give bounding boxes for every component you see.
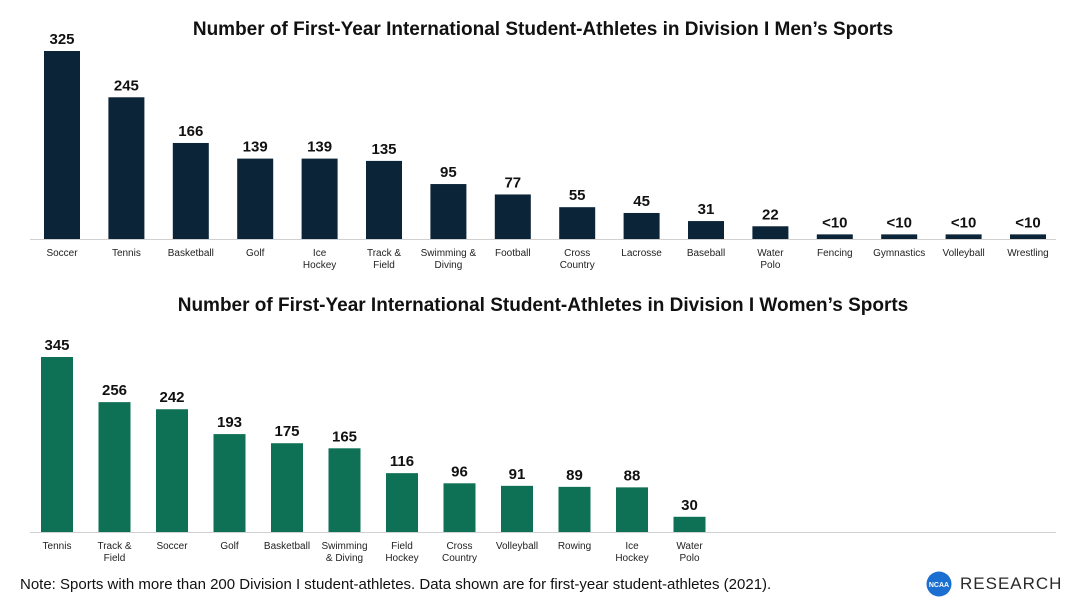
bar-tennis (108, 97, 145, 240)
category-label-ice-hockey: Ice Hockey (303, 248, 336, 271)
bar-basketball (172, 142, 209, 239)
data-label-swimming-diving: 165 (332, 428, 357, 445)
category-label-soccer: Soccer (156, 541, 188, 552)
data-label-golf: 193 (217, 414, 242, 431)
data-label-tennis: 345 (44, 337, 69, 354)
bar-swimming-diving (328, 448, 361, 532)
category-label-golf: Golf (220, 541, 239, 552)
bar-wrestling (1010, 234, 1046, 239)
category-label-cross-country: Cross Country (442, 541, 477, 564)
bar-golf (237, 158, 274, 239)
data-label-field-hockey: 116 (390, 453, 414, 470)
data-label-cross-country: 55 (569, 187, 586, 204)
bar-basketball (271, 443, 303, 532)
category-label-tennis: Tennis (112, 248, 141, 259)
category-label-volleyball: Volleyball (496, 541, 538, 552)
data-label-ice-hockey: 88 (624, 467, 641, 484)
category-label-water-polo: Water Polo (676, 541, 703, 564)
data-label-soccer: 325 (49, 31, 74, 48)
bar-ice-hockey (616, 487, 648, 532)
ncaa-research-brand: NCAA RESEARCH (926, 570, 1062, 598)
bar-lacrosse (623, 212, 660, 239)
category-label-gymnastics: Gymnastics (873, 248, 925, 259)
data-label-ice-hockey: 139 (307, 139, 332, 156)
data-label-track-field: 135 (371, 141, 396, 158)
women-chart-title: Number of First-Year International Stude… (177, 295, 909, 316)
data-label-swimming-diving: 95 (440, 164, 457, 181)
category-label-golf: Golf (246, 248, 265, 259)
data-label-volleyball: 91 (509, 466, 526, 483)
men-bar-chart: 325 Soccer 245 Tennis 166 Basketball 139 Golf 13… (30, 31, 1056, 271)
bar-cross-country (559, 207, 596, 239)
bar-fencing (816, 234, 853, 239)
bar-water-polo (673, 516, 706, 532)
data-label-basketball: 175 (274, 423, 299, 440)
ncaa-logo-icon: NCAA (926, 571, 952, 597)
category-label-football: Football (495, 248, 531, 259)
bar-gymnastics (881, 234, 918, 239)
bar-water-polo (752, 226, 789, 239)
category-label-cross-country: Cross Country (560, 248, 595, 271)
category-label-water-polo: Water Polo (757, 248, 784, 271)
category-label-ice-hockey: Ice Hockey (615, 541, 648, 564)
category-label-wrestling: Wrestling (1007, 248, 1049, 259)
bar-track-field (366, 160, 402, 239)
bar-cross-country (443, 483, 476, 532)
data-label-wrestling: <10 (1015, 214, 1040, 231)
category-label-rowing: Rowing (558, 541, 591, 552)
data-label-basketball: 166 (178, 123, 203, 140)
category-label-track-field: Track & Field (367, 248, 401, 271)
footnote: Note: Sports with more than 200 Division… (20, 576, 772, 593)
category-label-basketball: Basketball (264, 541, 310, 552)
category-label-basketball: Basketball (168, 248, 214, 259)
data-label-cross-country: 96 (451, 463, 468, 480)
bar-rowing (558, 486, 591, 532)
data-label-football: 77 (504, 174, 521, 191)
bar-football (494, 194, 531, 239)
data-label-golf: 139 (243, 139, 268, 156)
category-label-swimming-diving: Swimming & Diving (321, 541, 367, 564)
bar-soccer (44, 51, 80, 239)
category-label-field-hockey: Field Hockey (385, 541, 418, 564)
data-label-fencing: <10 (822, 214, 847, 231)
brand-name: RESEARCH (960, 574, 1063, 593)
data-label-water-polo: 30 (681, 497, 698, 514)
data-label-tennis: 245 (114, 77, 139, 94)
category-label-soccer: Soccer (46, 248, 78, 259)
data-label-water-polo: 22 (762, 206, 779, 223)
bar-volleyball (945, 234, 982, 239)
bar-golf (213, 434, 246, 532)
data-label-baseball: 31 (698, 201, 715, 218)
data-label-lacrosse: 45 (633, 193, 650, 210)
svg-text:NCAA: NCAA (929, 582, 949, 589)
bar-volleyball (501, 485, 533, 532)
bar-track-field (98, 402, 131, 532)
bar-baseball (688, 221, 724, 239)
data-label-track-field: 256 (102, 382, 127, 399)
category-label-track-field: Track & Field (97, 541, 131, 564)
men-chart-title: Number of First-Year International Stude… (192, 19, 894, 40)
data-label-volleyball: <10 (951, 214, 976, 231)
bar-tennis (41, 357, 73, 532)
category-label-lacrosse: Lacrosse (621, 248, 662, 259)
bar-field-hockey (386, 473, 418, 532)
data-label-rowing: 89 (566, 467, 583, 484)
data-label-gymnastics: <10 (886, 214, 911, 231)
data-label-soccer: 242 (159, 389, 184, 406)
category-label-baseball: Baseball (687, 248, 725, 259)
bar-soccer (156, 409, 188, 532)
category-label-tennis: Tennis (43, 541, 72, 552)
bar-ice-hockey (301, 158, 338, 239)
category-label-fencing: Fencing (817, 248, 853, 259)
women-bar-chart: 345 Tennis 256 Track & Field 242 Soccer 193 Golf… (30, 337, 1056, 564)
bar-swimming-diving (430, 184, 467, 239)
category-label-volleyball: Volleyball (942, 248, 984, 259)
category-label-swimming-diving: Swimming & Diving (421, 248, 477, 271)
